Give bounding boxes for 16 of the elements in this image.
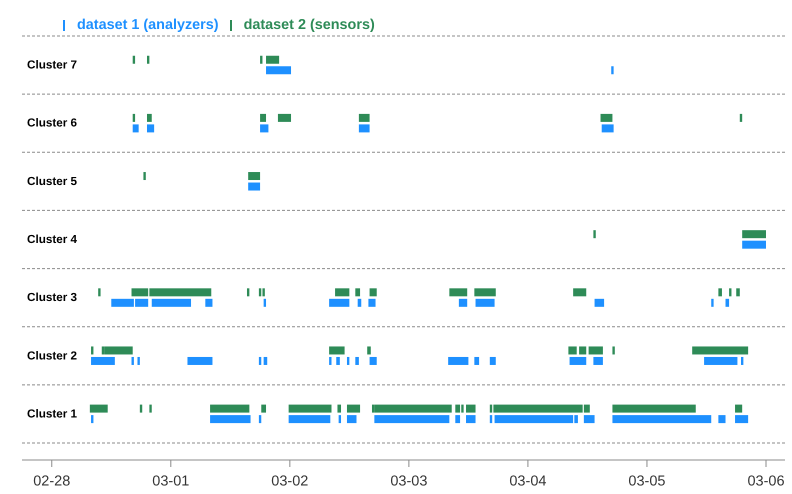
y-tick-label: Cluster 4 — [27, 233, 78, 246]
x-tick-label: 03-04 — [509, 473, 546, 490]
y-tick-label: Cluster 7 — [27, 58, 78, 72]
y-tick-label: Cluster 3 — [27, 291, 78, 304]
x-tick-label: 03-05 — [628, 473, 666, 490]
y-tick-label: Cluster 5 — [27, 174, 78, 188]
legend-label: dataset 1 (analyzers) — [77, 17, 219, 33]
x-tick-label: 02-28 — [33, 473, 70, 490]
x-tick-label: 03-01 — [152, 473, 190, 490]
y-tick-label: Cluster 2 — [27, 349, 78, 362]
x-tick-label: 03-03 — [390, 473, 428, 490]
y-tick-label: Cluster 1 — [27, 407, 78, 420]
x-tick-label: 03-02 — [271, 473, 308, 490]
y-tick-label: Cluster 6 — [27, 116, 78, 130]
x-tick-label: 03-06 — [747, 473, 785, 490]
legend-label: dataset 2 (sensors) — [244, 17, 375, 33]
